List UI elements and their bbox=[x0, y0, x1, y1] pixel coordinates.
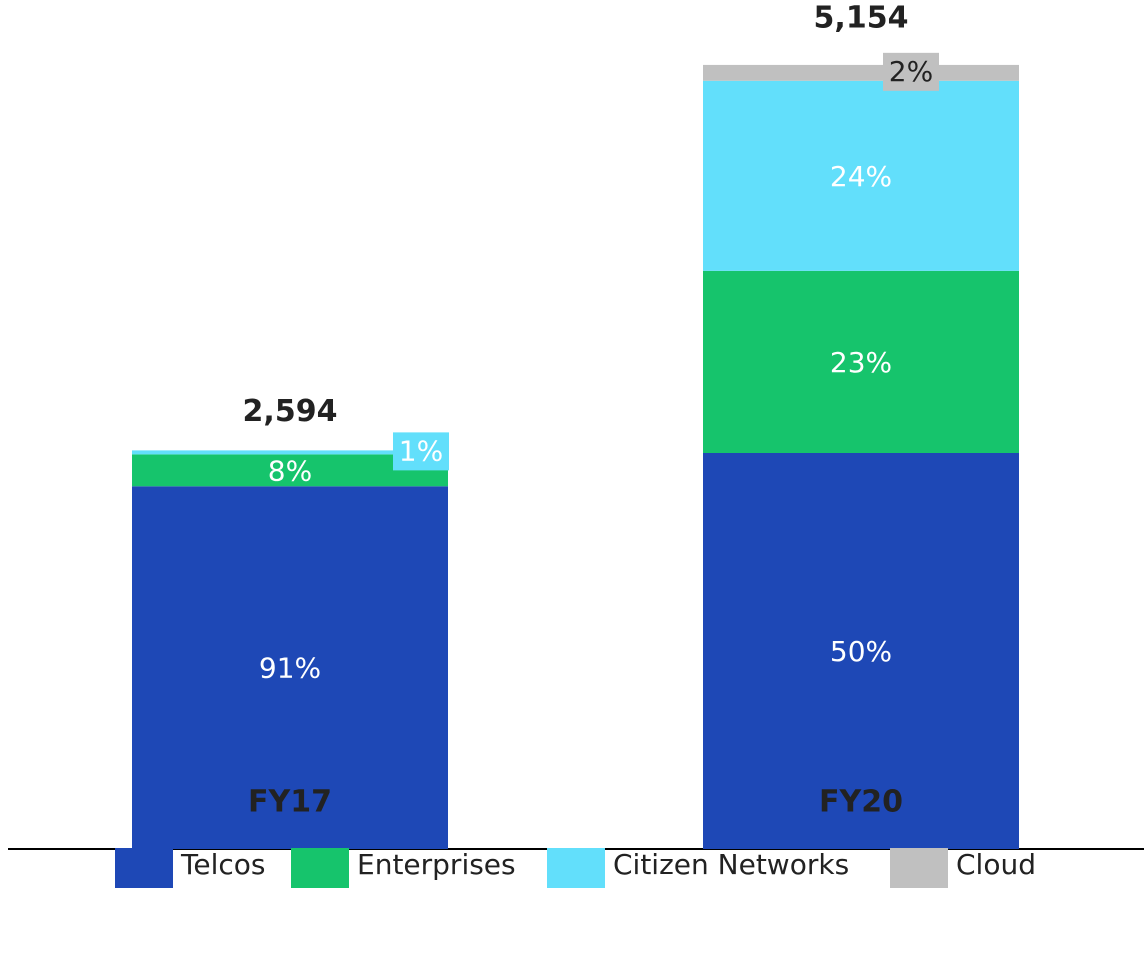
bar-segment bbox=[703, 453, 1019, 849]
bar-segment bbox=[703, 64, 1019, 81]
legend-label: Citizen Networks bbox=[613, 848, 849, 881]
segment-label: 91% bbox=[259, 652, 321, 685]
bar-segment bbox=[703, 270, 1019, 453]
segment-label: 1% bbox=[399, 434, 443, 467]
bar-segment bbox=[703, 80, 1019, 271]
x-tick-label: FY20 bbox=[819, 785, 903, 820]
legend-swatch bbox=[547, 848, 605, 888]
segment-label: 2% bbox=[889, 55, 933, 88]
total-label: 5,154 bbox=[814, 1, 909, 36]
segment-label-box bbox=[393, 432, 449, 471]
x-tick-label: FY17 bbox=[248, 785, 332, 820]
legend-label: Enterprises bbox=[357, 848, 516, 881]
legend-swatch bbox=[115, 848, 173, 888]
bar-segment bbox=[132, 486, 448, 849]
total-label: 2,594 bbox=[243, 394, 338, 429]
segment-label: 50% bbox=[830, 635, 892, 668]
legend-label: Telcos bbox=[180, 848, 265, 881]
legend-swatch bbox=[890, 848, 948, 888]
segment-label: 8% bbox=[268, 454, 312, 487]
legend-label: Cloud bbox=[956, 848, 1036, 881]
segment-label-box bbox=[883, 52, 939, 91]
segment-label: 24% bbox=[830, 160, 892, 193]
legend-swatch bbox=[291, 848, 349, 888]
bar-segment bbox=[132, 450, 448, 455]
segment-label: 23% bbox=[830, 346, 892, 379]
